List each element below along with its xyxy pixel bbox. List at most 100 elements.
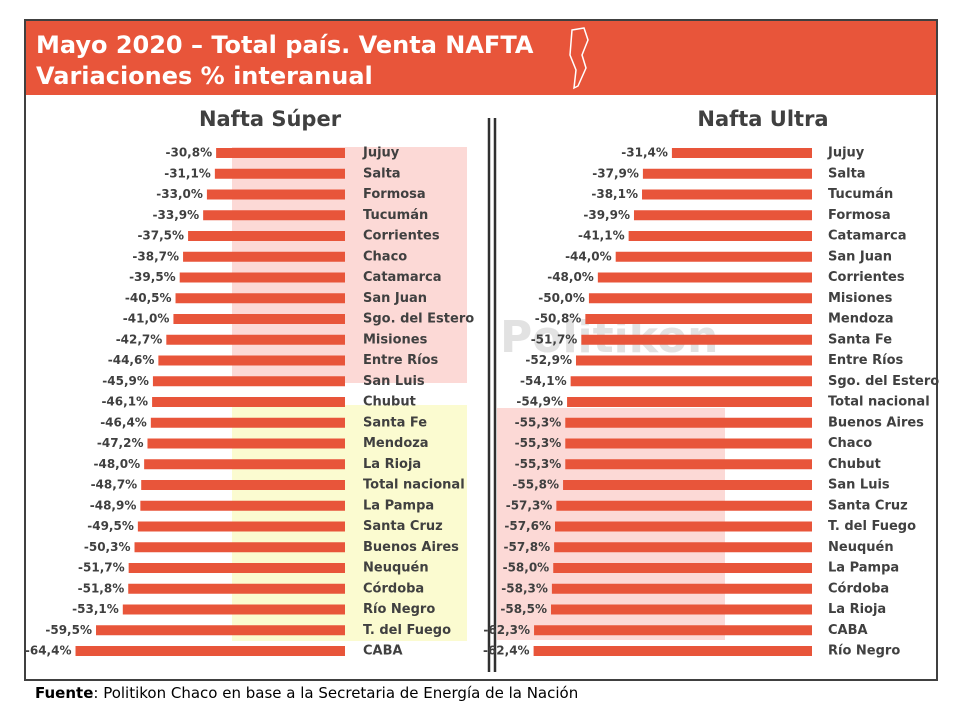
value-label: -55,8%	[512, 478, 559, 492]
source-text: : Politikon Chaco en base a la Secretari…	[93, 684, 578, 702]
bar	[166, 334, 345, 345]
value-label: -42,7%	[116, 332, 163, 346]
value-label: -41,0%	[123, 312, 170, 326]
category-label: Formosa	[363, 187, 426, 202]
bar	[565, 459, 812, 470]
category-label: Tucumán	[363, 208, 428, 223]
highlight	[232, 147, 467, 383]
value-label: -33,9%	[153, 208, 200, 222]
category-label: Chubut	[828, 457, 881, 472]
category-label: Jujuy	[362, 146, 400, 161]
value-label: -48,0%	[94, 457, 141, 471]
category-label: San Juan	[363, 291, 427, 306]
bar	[206, 189, 345, 200]
value-label: -45,9%	[102, 374, 149, 388]
bar	[588, 293, 812, 304]
bar	[152, 397, 345, 407]
value-label: -46,1%	[101, 395, 148, 409]
category-label: Total nacional	[828, 395, 930, 410]
bar	[628, 231, 812, 241]
bar	[555, 521, 812, 532]
category-label: Santa Fe	[363, 415, 427, 430]
bar	[183, 251, 345, 262]
value-label: -52,9%	[525, 353, 572, 367]
bar	[141, 480, 345, 490]
bar	[216, 148, 345, 158]
category-label: Neuquén	[363, 561, 429, 576]
value-label: -39,9%	[583, 208, 630, 222]
bar	[642, 168, 812, 179]
bar	[565, 438, 812, 449]
value-label: -51,7%	[531, 332, 578, 346]
value-label: -47,2%	[97, 436, 144, 450]
value-label: -49,5%	[87, 519, 134, 533]
bar	[534, 625, 812, 636]
value-label: -44,0%	[565, 249, 612, 263]
value-label: -64,4%	[25, 644, 72, 658]
bar	[565, 417, 812, 428]
category-label: Buenos Aires	[828, 415, 924, 430]
value-label: -55,3%	[515, 457, 562, 471]
bar	[642, 189, 812, 200]
category-label: Tucumán	[828, 187, 893, 202]
value-label: -53,1%	[72, 602, 119, 616]
bar	[137, 521, 345, 532]
bar	[128, 583, 345, 594]
value-label: -54,9%	[516, 395, 563, 409]
value-label: -33,0%	[156, 187, 203, 201]
category-label: T. del Fuego	[363, 623, 451, 638]
source: Fuente: Politikon Chaco en base a la Sec…	[35, 684, 578, 702]
bar	[585, 314, 812, 324]
bar	[615, 251, 812, 262]
category-label: Santa Cruz	[363, 519, 443, 534]
bar	[214, 168, 345, 179]
category-label: Catamarca	[363, 270, 442, 285]
bar	[147, 438, 345, 449]
bar	[581, 334, 812, 345]
source-label: Fuente	[35, 684, 93, 702]
category-label: T. del Fuego	[828, 519, 916, 534]
bar	[122, 604, 345, 615]
bar	[75, 646, 345, 656]
bar	[96, 625, 345, 636]
value-label: -51,8%	[78, 581, 125, 595]
value-label: -44,6%	[108, 353, 155, 367]
category-label: La Pampa	[828, 561, 899, 576]
category-label: Chaco	[363, 249, 407, 264]
bar	[556, 500, 812, 511]
value-label: -58,0%	[503, 561, 550, 575]
category-label: Río Negro	[363, 602, 435, 617]
value-label: -30,8%	[165, 146, 212, 160]
value-label: -31,4%	[621, 146, 668, 160]
category-label: Neuquén	[828, 540, 894, 555]
value-label: -41,1%	[578, 229, 625, 243]
value-label: -59,5%	[45, 623, 92, 637]
category-label: Entre Ríos	[828, 353, 904, 368]
category-label: Santa Fe	[828, 332, 892, 347]
category-label: Formosa	[828, 208, 891, 223]
category-label: La Rioja	[828, 602, 886, 617]
bar	[633, 210, 812, 221]
category-label: Salta	[828, 166, 866, 181]
category-label: San Luis	[363, 374, 425, 389]
category-label: Total nacional	[363, 478, 465, 493]
category-label: Sgo. del Estero	[828, 374, 939, 389]
bar	[144, 459, 345, 470]
value-label: -55,3%	[515, 436, 562, 450]
category-label: CABA	[828, 623, 868, 638]
bar	[188, 231, 345, 241]
value-label: -62,3%	[483, 623, 530, 637]
bar	[570, 376, 812, 387]
bar	[597, 272, 812, 283]
value-label: -39,5%	[129, 270, 176, 284]
bar	[553, 563, 812, 573]
header-band	[26, 21, 936, 95]
category-label: Misiones	[363, 332, 428, 347]
category-label: Santa Cruz	[828, 498, 908, 513]
category-label: San Juan	[828, 249, 892, 264]
bar	[203, 210, 345, 221]
category-label: La Rioja	[363, 457, 421, 472]
value-label: -40,5%	[125, 291, 172, 305]
value-label: -57,3%	[506, 498, 553, 512]
category-label: Córdoba	[363, 581, 424, 596]
